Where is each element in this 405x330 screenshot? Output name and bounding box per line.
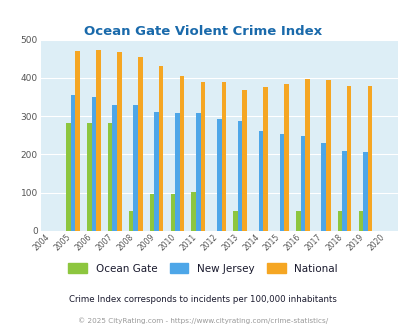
Bar [175,113,179,231]
Bar [138,57,142,231]
Bar [158,66,163,231]
Legend: Ocean Gate, New Jersey, National: Ocean Gate, New Jersey, National [68,263,337,274]
Bar [237,121,242,231]
Bar [295,211,300,231]
Bar [108,123,112,231]
Bar [87,123,92,231]
Bar [358,211,362,231]
Bar [70,95,75,231]
Bar [196,113,200,231]
Bar [263,87,267,231]
Bar [305,79,309,231]
Text: © 2025 CityRating.com - https://www.cityrating.com/crime-statistics/: © 2025 CityRating.com - https://www.city… [78,317,327,324]
Bar [284,84,288,231]
Bar [112,106,117,231]
Text: Ocean Gate Violent Crime Index: Ocean Gate Violent Crime Index [84,25,321,38]
Bar [337,211,341,231]
Bar [341,150,346,231]
Bar [200,82,205,231]
Bar [346,85,351,231]
Bar [66,123,70,231]
Bar [170,194,175,231]
Bar [117,52,121,231]
Bar [367,86,371,231]
Bar [300,136,305,231]
Bar [191,192,196,231]
Bar [96,50,100,231]
Bar [149,194,154,231]
Bar [92,97,96,231]
Bar [216,119,221,231]
Text: Crime Index corresponds to incidents per 100,000 inhabitants: Crime Index corresponds to incidents per… [69,295,336,304]
Bar [75,51,80,231]
Bar [154,112,158,231]
Bar [221,82,226,231]
Bar [279,134,283,231]
Bar [258,131,263,231]
Bar [362,152,367,231]
Bar [179,76,184,231]
Bar [128,211,133,231]
Bar [133,105,138,231]
Bar [242,90,246,231]
Bar [321,143,325,231]
Bar [325,80,330,231]
Bar [232,211,237,231]
